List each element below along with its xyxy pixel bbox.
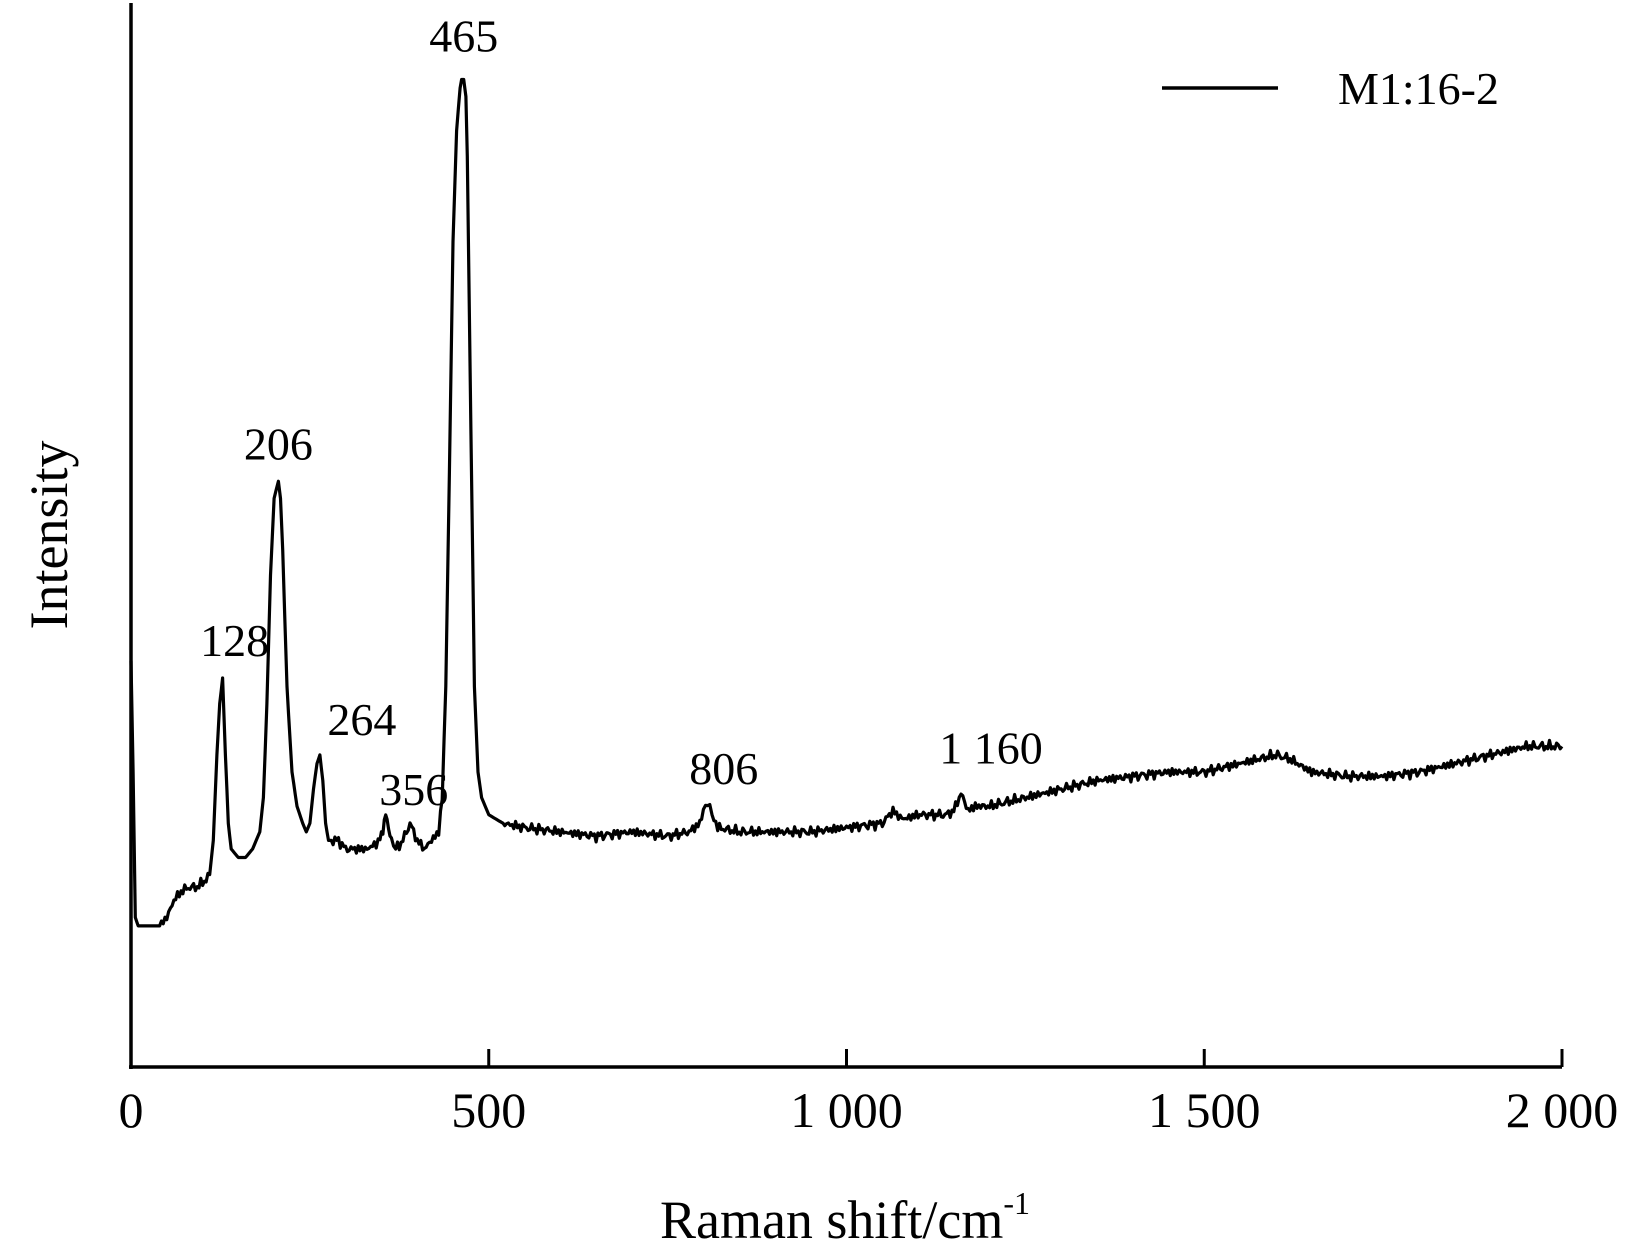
peak-label: 356 <box>379 764 448 815</box>
x-tick-label: 1 000 <box>790 1082 903 1138</box>
peak-label: 264 <box>327 694 396 745</box>
legend-label: M1:16-2 <box>1338 63 1499 114</box>
x-axis-tick-labels: 0 500 1 000 1 500 2 000 <box>119 1082 1619 1138</box>
peak-label: 465 <box>429 10 498 61</box>
peak-label: 206 <box>244 418 313 469</box>
y-axis-title: Intensity <box>19 441 79 630</box>
x-tick-label: 0 <box>119 1082 144 1138</box>
x-axis-title-main: Raman shift/cm <box>660 1190 1003 1250</box>
legend: M1:16-2 <box>1162 63 1499 114</box>
series-line <box>131 80 1562 926</box>
x-axis-ticks <box>131 1049 1562 1067</box>
x-tick-label: 1 500 <box>1148 1082 1261 1138</box>
x-tick-label: 2 000 <box>1506 1082 1619 1138</box>
series-group <box>131 80 1562 926</box>
peak-label: 1 160 <box>939 722 1043 773</box>
x-axis-title-superscript: -1 <box>1003 1185 1030 1221</box>
x-axis-title: Raman shift/cm-1 <box>660 1185 1030 1250</box>
peak-label: 128 <box>200 615 269 666</box>
peak-annotations: 465 206 128 264 356 806 1 160 <box>200 10 1043 814</box>
x-tick-label: 500 <box>451 1082 526 1138</box>
peak-label: 806 <box>689 743 758 794</box>
